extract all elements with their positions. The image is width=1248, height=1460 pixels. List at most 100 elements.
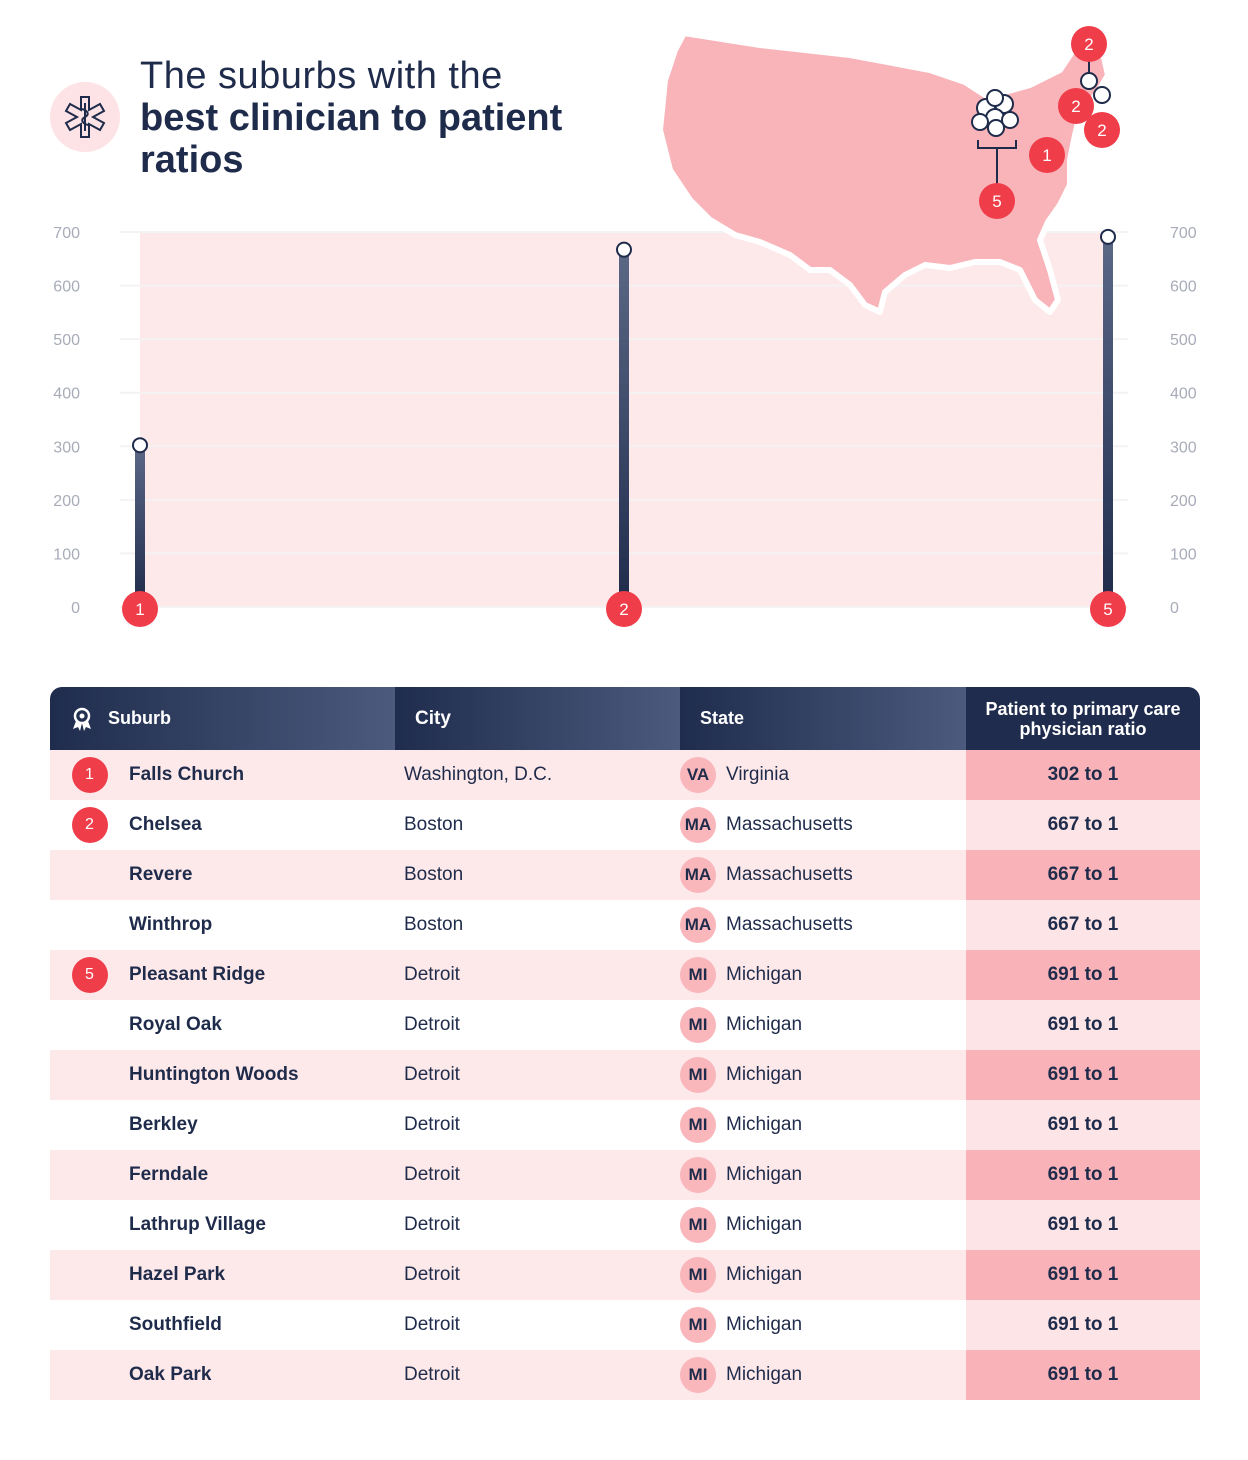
- svg-text:2: 2: [1071, 97, 1080, 116]
- suburb-cell: Falls Church: [129, 764, 245, 785]
- ratio-cell: 691 to 1: [966, 1350, 1200, 1400]
- suburb-cell: Lathrup Village: [129, 1214, 266, 1235]
- bar-category-label: 1: [135, 600, 144, 619]
- y-tick-label: 300: [53, 439, 80, 456]
- suburb-cell: Winthrop: [129, 914, 213, 935]
- y-tick-label: 100: [1170, 546, 1197, 563]
- state-cell: MA Massachusetts: [680, 907, 966, 943]
- map-badge-detroit: 5: [979, 183, 1015, 219]
- state-abbr-badge: MI: [680, 1057, 716, 1093]
- bar-category-label: 2: [619, 600, 628, 619]
- table-row: Royal Oak Detroit MI Michigan 691 to 1: [50, 1000, 1200, 1050]
- table-row: 2 Chelsea Boston MA Massachusetts 667 to 1: [50, 800, 1200, 850]
- ratio-cell: 691 to 1: [966, 950, 1200, 1000]
- header-ratio: Patient to primary care physician ratio: [966, 687, 1200, 750]
- map-badge-dc: 1: [1029, 137, 1065, 173]
- bar-value-marker: [1100, 228, 1116, 245]
- bar-stem: [135, 445, 145, 607]
- table-row: Huntington Woods Detroit MI Michigan 691 to …: [50, 1050, 1200, 1100]
- bar-stem: [619, 249, 629, 607]
- state-name: Michigan: [726, 1264, 803, 1285]
- suburb-cell: Southfield: [129, 1314, 222, 1335]
- ratio-cell: 667 to 1: [966, 900, 1200, 950]
- state-name: Massachusetts: [726, 814, 853, 835]
- page-title-bold: best clinician to patient ratios: [140, 97, 563, 181]
- header-ratio-label: Patient to primary care physician ratio: [985, 698, 1181, 739]
- map-badge-boston-a: 2: [1071, 26, 1107, 62]
- state-cell: MI Michigan: [680, 957, 966, 993]
- table-body: 1 Falls Church Washington, D.C. VA Virginia 3…: [50, 750, 1200, 1400]
- rank-cell: 5: [50, 957, 129, 993]
- state-name: Michigan: [726, 1164, 803, 1185]
- bar-value-marker: [616, 241, 632, 258]
- state-name: Michigan: [726, 1364, 803, 1385]
- suburb-cell: Hazel Park: [129, 1264, 226, 1285]
- map-badge-boston-b: 2: [1058, 88, 1094, 124]
- y-tick-label: 400: [1170, 386, 1197, 403]
- state-name: Massachusetts: [726, 914, 853, 935]
- city-cell: Washington, D.C.: [404, 764, 553, 785]
- rank-badge: 5: [71, 957, 108, 993]
- ratio-cell: 691 to 1: [966, 1300, 1200, 1350]
- suburb-cell: Berkley: [129, 1114, 198, 1135]
- state-cell: VA Virginia: [680, 757, 966, 793]
- suburb-cell: Pleasant Ridge: [129, 964, 266, 985]
- header-state-label: State: [700, 708, 745, 728]
- state-name: Virginia: [726, 764, 790, 785]
- bar-category-badge: [606, 591, 642, 627]
- state-cell: MI Michigan: [680, 1007, 966, 1043]
- state-name: Michigan: [726, 1214, 803, 1235]
- y-tick-label: 400: [53, 386, 80, 403]
- table-row: Ferndale Detroit MI Michigan 691 to 1: [50, 1150, 1200, 1200]
- bar-stem: [1103, 236, 1113, 608]
- city-cell: Detroit: [404, 1264, 460, 1285]
- ratio-cell: 691 to 1: [966, 1000, 1200, 1050]
- page-title-light: The suburbs with the: [140, 55, 503, 97]
- city-cell: Detroit: [404, 1114, 460, 1135]
- suburb-cell: Chelsea: [129, 814, 202, 835]
- ratio-cell: 691 to 1: [966, 1100, 1200, 1150]
- state-cell: MI Michigan: [680, 1207, 966, 1243]
- table-row: Winthrop Boston MA Massachusetts 667 to 1: [50, 900, 1200, 950]
- state-abbr-badge: MI: [680, 1207, 716, 1243]
- chart-canvas: 0 100 200 300 400 500 600 700 0 100 200 300 400 500 6…: [53, 26, 1197, 627]
- suburb-cell: Ferndale: [129, 1164, 209, 1185]
- svg-text:2: 2: [1084, 35, 1093, 54]
- table-row: Oak Park Detroit MI Michigan 691 to 1: [50, 1350, 1200, 1400]
- state-name: Michigan: [726, 1114, 803, 1135]
- city-cell: Detroit: [404, 1364, 460, 1385]
- table-row: 5 Pleasant Ridge Detroit MI Michigan 691 to 1: [50, 950, 1200, 1000]
- state-abbr-badge: MI: [680, 1307, 716, 1343]
- ratio-cell: 691 to 1: [966, 1200, 1200, 1250]
- city-cell: Detroit: [404, 1214, 460, 1235]
- state-cell: MI Michigan: [680, 1257, 966, 1293]
- header-city-label: City: [415, 707, 451, 729]
- header-state: State: [680, 687, 966, 750]
- page-header: The suburbs with the best clinician to p…: [50, 55, 610, 190]
- city-cell: Detroit: [404, 964, 460, 985]
- state-cell: MI Michigan: [680, 1107, 966, 1143]
- table-row: Berkley Detroit MI Michigan 691 to 1: [50, 1100, 1200, 1150]
- map-badge-boston-c: 2: [1084, 112, 1120, 148]
- y-tick-label: 200: [53, 493, 80, 510]
- state-abbr-badge: MI: [680, 1257, 716, 1293]
- y-tick-label: 600: [53, 279, 80, 296]
- boston-marker-1: [1080, 72, 1098, 90]
- city-cell: Detroit: [404, 1064, 460, 1085]
- state-abbr-badge: MI: [680, 1107, 716, 1143]
- state-name: Michigan: [726, 964, 803, 985]
- state-cell: MI Michigan: [680, 1057, 966, 1093]
- state-name: Michigan: [726, 1314, 803, 1335]
- state-name: Michigan: [726, 1064, 803, 1085]
- state-cell: MI Michigan: [680, 1157, 966, 1193]
- header-suburb: Suburb: [50, 687, 395, 750]
- state-abbr-badge: MA: [680, 807, 716, 843]
- ratio-table: Suburb City State Patient to primary car…: [50, 687, 1200, 1400]
- table-row: Lathrup Village Detroit MI Michigan 691 to 1: [50, 1200, 1200, 1250]
- suburb-cell: Revere: [129, 864, 193, 885]
- medical-star-of-life-icon: [64, 96, 106, 138]
- suburb-cell: Oak Park: [129, 1364, 212, 1385]
- state-cell: MI Michigan: [680, 1357, 966, 1393]
- svg-text:1: 1: [1042, 146, 1051, 165]
- table-row: Revere Boston MA Massachusetts 667 to 1: [50, 850, 1200, 900]
